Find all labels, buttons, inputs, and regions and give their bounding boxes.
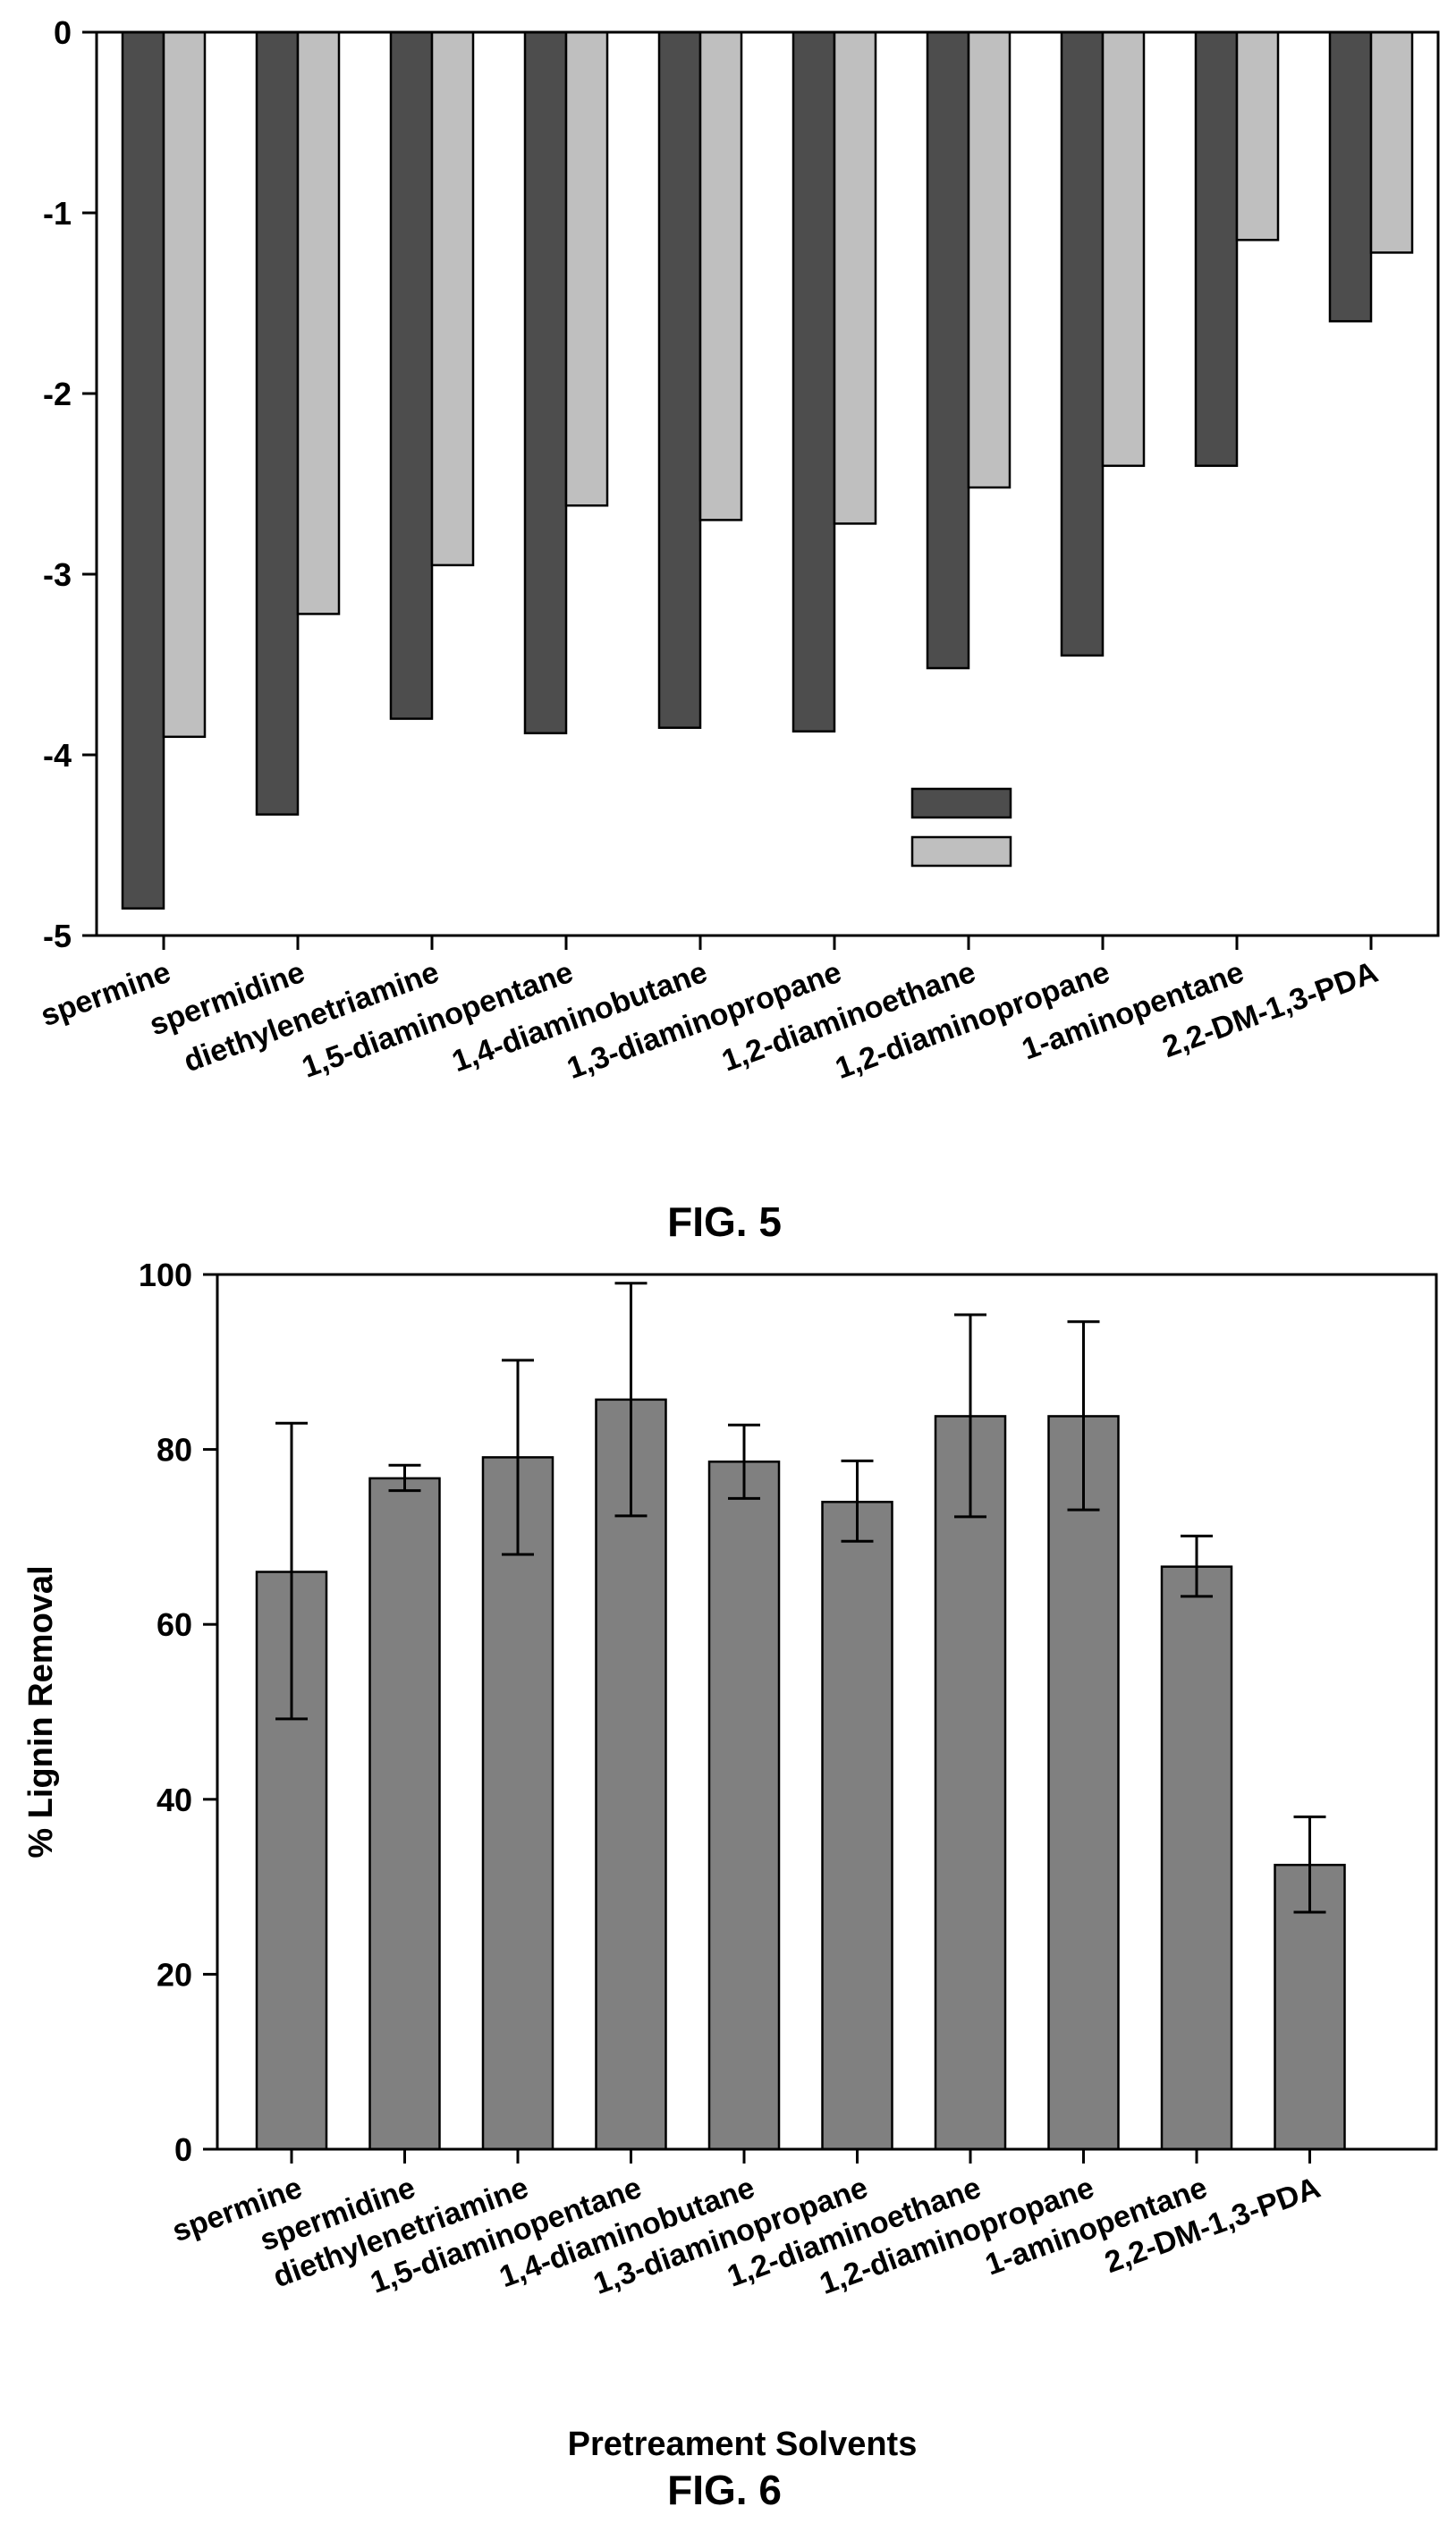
fig5-bar-series-2 [967, 30, 1012, 489]
fig6-bar [1160, 1565, 1233, 2151]
fig6-bar [1047, 1415, 1120, 2151]
fig5-bar-series-1 [389, 30, 434, 720]
fig5-bar-series-1 [523, 30, 568, 735]
fig5-y-tick-label: -3 [43, 556, 72, 593]
fig5-category-label: 1-aminopentane [1018, 955, 1249, 1067]
fig6-y-axis-label: % Lignin Removal [22, 1565, 60, 1858]
fig5-y-axis: 0 -1 -2 -3 -4 -5 [43, 14, 97, 954]
fig5-x-axis: sperminespermidinediethylenetriamine1,5-… [37, 936, 1383, 1086]
fig5-bar-series-1 [1060, 30, 1105, 657]
fig5-bars [121, 30, 1414, 910]
fig6-y-tick-label: 100 [139, 1257, 192, 1293]
fig5-y-tick-label: -2 [43, 376, 72, 412]
fig5-y-tick-label: -5 [43, 918, 72, 954]
fig5-bar-series-2 [162, 30, 207, 739]
fig5-legend-swatch-1 [910, 787, 1012, 819]
fig6-y-tick-label: 80 [157, 1432, 192, 1469]
fig6-y-tick-label: 40 [157, 1782, 192, 1818]
fig6-bars [255, 1282, 1346, 2151]
fig6-x-axis: sperminespermidinediethylenetriamine1,5-… [168, 2149, 1325, 2301]
fig5-bar-series-1 [121, 30, 165, 910]
fig5-legend [910, 787, 1012, 868]
fig5-bar-series-2 [296, 30, 341, 615]
fig5-bar-series-2 [564, 30, 609, 507]
fig5-bar-series-2 [698, 30, 743, 521]
fig6-y-tick-label: 0 [174, 2131, 192, 2168]
fig6-plot-frame [216, 1273, 1438, 2151]
fig5-bar-series-1 [926, 30, 970, 670]
fig5-bar-series-1 [255, 30, 300, 816]
fig5-bar-series-1 [791, 30, 836, 733]
fig6-bar [821, 1501, 893, 2151]
fig5-plot-frame [95, 30, 1440, 937]
fig6-bar [368, 1477, 441, 2151]
fig6-y-tick-label: 60 [157, 1606, 192, 1643]
fig5-bar-series-2 [1369, 30, 1414, 254]
fig5-y-tick-label: 0 [54, 14, 72, 51]
fig5-bar-series-1 [657, 30, 702, 729]
fig5-y-tick-label: -4 [43, 737, 72, 774]
fig5-label: FIG. 5 [667, 1198, 782, 1245]
fig6-bar [595, 1398, 667, 2151]
fig5-bar-series-2 [1101, 30, 1146, 468]
fig5-chart: 0 -1 -2 -3 -4 -5 sperminespermidinediethylene… [37, 14, 1440, 1245]
fig6-y-axis: 0 20 40 60 80 100 [139, 1257, 217, 2168]
fig6-y-tick-label: 20 [157, 1956, 192, 1993]
fig6-x-axis-label: Pretreament Solvents [568, 2426, 918, 2463]
fig6-bar [481, 1456, 554, 2151]
fig5-bar-series-2 [1235, 30, 1280, 241]
fig5-bar-series-1 [1194, 30, 1239, 468]
fig6-chart: 0 20 40 60 80 100 sperminespermidinediethylen… [22, 1257, 1438, 2513]
fig5-bar-series-2 [430, 30, 475, 567]
fig6-bar [934, 1415, 1007, 2151]
fig5-y-tick-label: -1 [43, 195, 72, 232]
fig5-bar-series-1 [1328, 30, 1373, 323]
fig5-bar-series-2 [833, 30, 877, 525]
fig5-legend-swatch-2 [910, 835, 1012, 868]
fig6-label: FIG. 6 [667, 2467, 782, 2513]
fig6-bar [707, 1461, 781, 2151]
